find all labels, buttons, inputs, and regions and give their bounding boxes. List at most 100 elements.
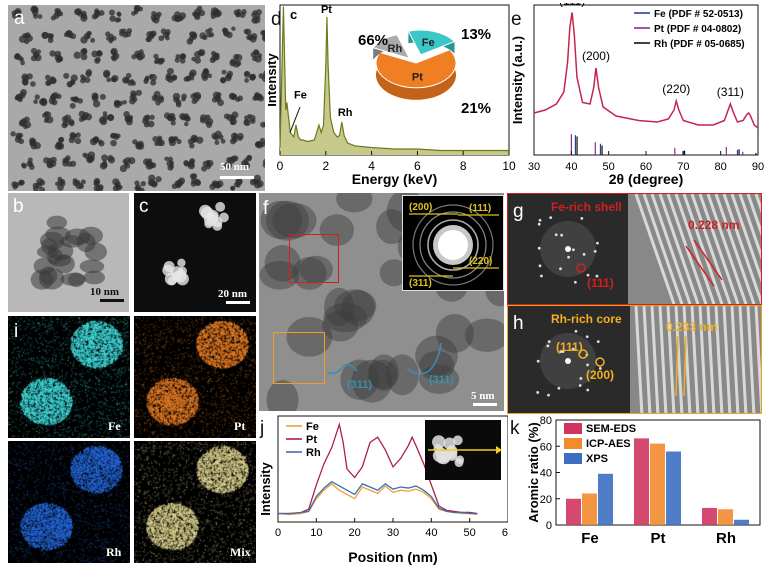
d-xtick-label: 2 [322, 159, 329, 173]
petal-blob [60, 235, 84, 248]
hrtem-particle [419, 364, 460, 394]
fft-spot [579, 377, 583, 380]
nanoparticle-blob [179, 58, 186, 64]
hrtem-particle [322, 310, 359, 342]
nanoparticle-blob [249, 74, 256, 80]
fft-h-spot2-label: (200) [586, 368, 615, 382]
nanoparticle-blob [101, 154, 108, 162]
nanoparticle-blob [29, 164, 35, 170]
nanoparticle-blob [73, 96, 80, 103]
nanoparticle-blob [139, 187, 145, 191]
pie-slice-rh [372, 34, 411, 60]
nanoparticle-blob [189, 143, 195, 149]
lattice-fringe [698, 194, 740, 304]
nanoparticle-blob [206, 31, 213, 38]
hrtem-particle [385, 354, 419, 396]
nanoparticle-blob [131, 54, 137, 60]
nanoparticle-blob [232, 155, 239, 162]
petal-blob [84, 242, 107, 261]
nanoparticle-blob [249, 178, 257, 186]
nanoparticle-blob [158, 58, 164, 64]
e-peak-label: (111) [559, 3, 585, 8]
nanoparticle-blob [223, 113, 230, 120]
nanoparticle-blob [207, 73, 213, 79]
nanoparticle-blob [179, 53, 187, 60]
nanoparticle-blob [190, 134, 198, 142]
nanoparticle-blob [63, 114, 72, 122]
nanoparticle-blob [75, 182, 83, 190]
k-legend-label: XPS [586, 453, 608, 465]
pie-slice-side-pt [376, 49, 456, 100]
nanoparticle-blob [207, 27, 213, 33]
nanoparticle-blob [70, 74, 78, 82]
j-legend-label: Fe [306, 421, 319, 433]
nanoparticle-blob [20, 162, 27, 168]
nanoparticle-blob [73, 51, 81, 59]
hrtem-particle [264, 245, 301, 282]
lattice-g-spacing: 0.228 nm [688, 218, 740, 232]
nanoparticle-blob [143, 78, 149, 85]
nanoparticle-blob [68, 137, 75, 144]
scale-text-c: 20 nm [218, 288, 248, 300]
fft-spot [547, 340, 551, 344]
nanoparticle-blob [189, 31, 195, 37]
fft-spot [546, 344, 550, 348]
nanoparticle-blob [166, 159, 174, 167]
nanoparticle-blob [251, 16, 259, 24]
j-ylabel: Intensity [258, 462, 273, 516]
nanoparticle-blob [206, 121, 213, 129]
lattice-fringe [666, 194, 708, 304]
nanoparticle-blob [165, 74, 172, 82]
fft-spot [560, 233, 564, 237]
lattice-fringe [722, 194, 761, 304]
lattice-fringe [674, 306, 684, 413]
j-xtick-label: 50 [464, 527, 476, 539]
fft-g-spot-marker [576, 263, 586, 273]
saed-ring-1 [412, 204, 494, 286]
hrtem-particle [266, 379, 299, 411]
j-xtick-label: 20 [349, 527, 361, 539]
nanoparticle-blob [147, 120, 155, 128]
panel-label-g: g [513, 201, 524, 222]
saed-svg: (200) (111) (311) (220) [409, 202, 499, 289]
nanoparticle-blob [63, 32, 69, 38]
lattice-fringe [650, 306, 660, 413]
nanoparticle-blob [14, 95, 20, 101]
hrtem-particle [292, 256, 327, 290]
fft-spot [598, 367, 602, 370]
nanoparticle-blob [158, 95, 164, 101]
nanoparticle-blob [91, 50, 99, 58]
lattice-fringe [746, 194, 761, 237]
pie-percent-pt: 66% [358, 32, 388, 49]
nanoparticle-blob [99, 117, 108, 126]
tem-a-svg [10, 5, 265, 191]
fft-h-spot-marker-2 [595, 357, 605, 367]
lattice-fringe [674, 194, 716, 304]
nanoparticle-blob [215, 182, 221, 189]
hrtem-particle [376, 209, 408, 245]
panel-label-c: c [139, 196, 149, 217]
nanoparticle-blob [109, 15, 116, 22]
k-category-label: Pt [651, 530, 666, 547]
nanoparticle-blob [151, 94, 159, 102]
k-bar-xps-rh [734, 519, 749, 525]
fft-spot [538, 218, 542, 222]
nanoparticle-blob [235, 178, 243, 186]
fft-spot [536, 391, 540, 394]
nanoparticle-blob [111, 77, 117, 83]
nanoparticle-blob [91, 13, 98, 20]
nanoparticle-blob [221, 69, 227, 75]
nanoparticle-blob [237, 95, 244, 102]
pie-percent-rh: 13% [461, 26, 491, 43]
d-ylabel: Intensity [268, 53, 279, 107]
nanoparticle-blob [33, 99, 38, 105]
nanoparticle-blob [168, 136, 175, 144]
nanoparticle-blob [245, 28, 252, 36]
j-xtick-label: 30 [387, 527, 399, 539]
lattice-fringe [738, 194, 761, 260]
nanoparticle-blob [247, 113, 252, 119]
fft-spot [547, 393, 550, 397]
pie-slice-fe [407, 29, 456, 56]
j-xlabel: Position (nm) [348, 549, 437, 565]
j-inset-haadf [425, 420, 502, 480]
